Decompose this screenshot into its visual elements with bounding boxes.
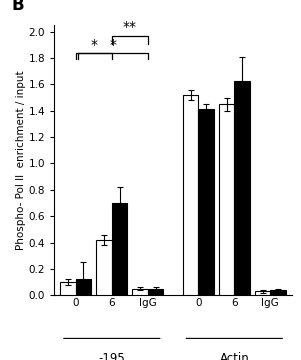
Text: Actin: Actin <box>219 352 249 360</box>
Bar <box>183 95 198 295</box>
Bar <box>219 104 234 295</box>
Text: *: * <box>90 37 97 51</box>
Bar <box>112 203 127 295</box>
Text: -195: -195 <box>98 352 125 360</box>
Bar <box>234 81 250 295</box>
Bar <box>270 290 286 295</box>
Y-axis label: Phospho- Pol II  enrichment / input: Phospho- Pol II enrichment / input <box>16 71 26 250</box>
Text: **: ** <box>123 21 137 35</box>
Bar <box>96 240 112 295</box>
Text: B: B <box>11 0 24 14</box>
Bar <box>198 109 214 295</box>
Text: *: * <box>110 37 116 51</box>
Bar <box>76 279 91 295</box>
Bar <box>61 282 76 295</box>
Bar <box>255 291 270 295</box>
Bar <box>132 289 148 295</box>
Bar <box>148 289 163 295</box>
